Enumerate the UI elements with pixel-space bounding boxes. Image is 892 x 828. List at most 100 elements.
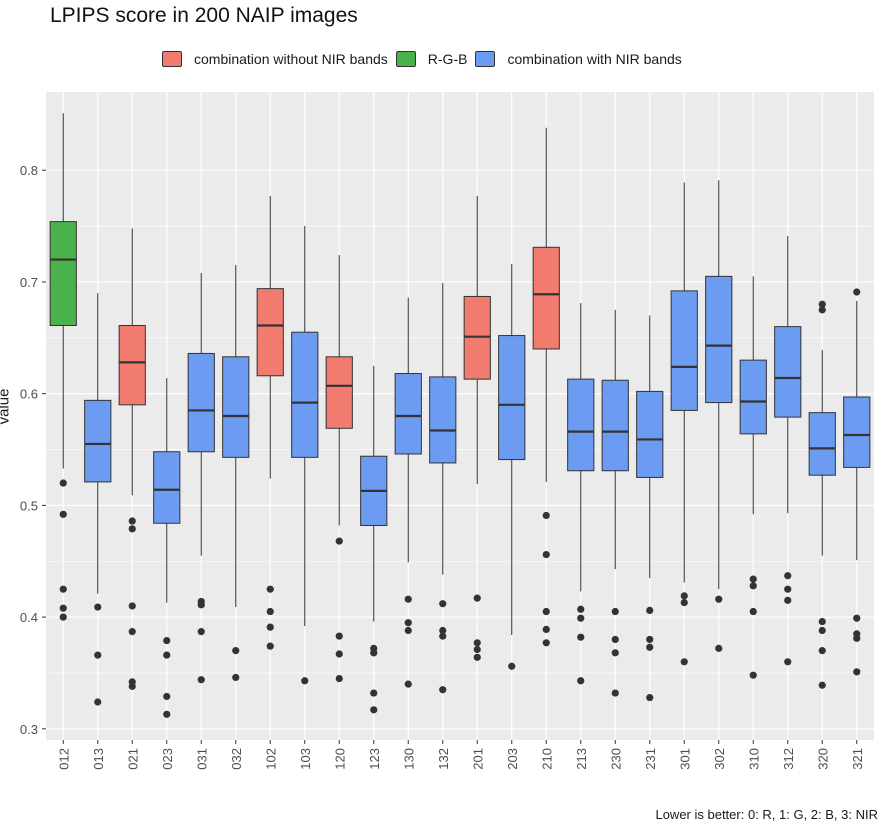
outlier-point <box>439 632 447 640</box>
caption: Lower is better: 0: R, 1: G, 2: B, 3: NI… <box>655 807 878 822</box>
x-tick-label: 201 <box>470 748 485 770</box>
chart-title: LPIPS score in 200 NAIP images <box>50 4 358 27</box>
box-021 <box>118 325 146 406</box>
outlier-point <box>473 639 481 647</box>
outlier-point <box>818 647 826 655</box>
box-013 <box>84 399 112 483</box>
outlier-point <box>542 639 550 647</box>
legend-label-with-nir: combination with NIR bands <box>507 51 682 67</box>
outlier-point <box>163 692 171 701</box>
outlier-point <box>577 677 585 685</box>
outlier-point <box>163 636 171 645</box>
outlier-point <box>59 604 67 612</box>
x-tick-label: 130 <box>401 748 416 770</box>
outlier-point <box>94 698 102 706</box>
outlier-point <box>473 653 481 661</box>
x-tick-label: 203 <box>505 748 520 770</box>
outlier-point <box>335 674 343 683</box>
outlier-point <box>577 614 585 622</box>
outlier-point <box>818 681 826 689</box>
box-230 <box>601 379 629 472</box>
x-tick-label: 132 <box>436 748 451 770</box>
outlier-point <box>439 626 447 635</box>
outlier-point <box>749 607 757 616</box>
y-tick-label: 0.5 <box>20 498 38 513</box>
outlier-point <box>197 676 205 684</box>
outlier-point <box>301 677 309 685</box>
x-tick-label: 320 <box>815 748 830 770</box>
y-tick-label: 0.7 <box>20 275 38 290</box>
outlier-point <box>439 686 447 694</box>
outlier-point <box>542 625 550 633</box>
outlier-point <box>646 635 654 644</box>
x-tick-label: 031 <box>194 748 209 770</box>
x-tick-label: 231 <box>643 748 658 770</box>
x-tick-label: 301 <box>677 748 692 770</box>
outlier-point <box>370 649 378 657</box>
outlier-point <box>715 644 723 652</box>
outlier-point <box>853 668 861 676</box>
outlier-point <box>94 603 102 611</box>
outlier-point <box>128 517 136 525</box>
outlier-point <box>542 607 550 616</box>
outlier-point <box>784 585 792 593</box>
outlier-point <box>749 671 757 679</box>
x-tick-label: 102 <box>263 748 278 770</box>
outlier-point <box>680 592 688 600</box>
box-210 <box>532 246 560 350</box>
outlier-point <box>542 550 550 559</box>
box-102 <box>256 288 284 377</box>
legend-item-without-nir: combination without NIR bands <box>162 51 388 67</box>
box-320 <box>808 412 836 476</box>
legend: combination without NIR bands R-G-B comb… <box>162 47 690 71</box>
x-tick-label: 321 <box>850 748 865 770</box>
box-120 <box>325 356 353 429</box>
box-103 <box>291 331 319 458</box>
outlier-point <box>59 613 67 621</box>
outlier-point <box>680 658 688 666</box>
outlier-point <box>749 575 757 583</box>
box-310 <box>739 359 767 435</box>
outlier-point <box>370 689 378 697</box>
box-213 <box>567 378 595 472</box>
outlier-point <box>680 598 688 607</box>
x-tick-label: 023 <box>160 748 175 770</box>
outlier-point <box>128 682 136 690</box>
x-tick-label: 230 <box>608 748 623 770</box>
x-tick-label: 302 <box>712 748 727 770</box>
plot-panel <box>46 92 874 740</box>
y-tick-label: 0.4 <box>20 610 38 625</box>
x-tick-label: 012 <box>56 748 71 770</box>
outlier-point <box>404 595 412 603</box>
x-tick-label: 310 <box>746 748 761 770</box>
x-tick-label: 021 <box>125 748 140 770</box>
y-tick-label: 0.6 <box>20 387 38 402</box>
x-tick-label: 103 <box>298 748 313 770</box>
outlier-point <box>335 632 343 640</box>
outlier-point <box>59 585 67 593</box>
outlier-point <box>818 300 826 308</box>
box-231 <box>636 390 664 478</box>
outlier-point <box>611 649 619 657</box>
outlier-point <box>128 525 136 533</box>
outlier-point <box>853 634 861 642</box>
outlier-point <box>163 710 171 718</box>
outlier-point <box>404 680 412 688</box>
outlier-point <box>646 606 654 615</box>
outlier-point <box>473 594 481 602</box>
outlier-point <box>646 643 654 651</box>
outlier-point <box>784 658 792 666</box>
outlier-point <box>577 633 585 641</box>
outlier-point <box>266 607 274 616</box>
x-tick-label: 312 <box>781 748 796 770</box>
outlier-point <box>335 650 343 658</box>
outlier-point <box>715 595 723 603</box>
x-tick-label: 210 <box>539 748 554 770</box>
outlier-point <box>59 479 67 487</box>
box-023 <box>153 451 181 524</box>
outlier-point <box>128 602 136 610</box>
box-302 <box>705 275 733 404</box>
outlier-point <box>818 626 826 635</box>
box-301 <box>670 290 698 411</box>
outlier-point <box>404 626 412 635</box>
